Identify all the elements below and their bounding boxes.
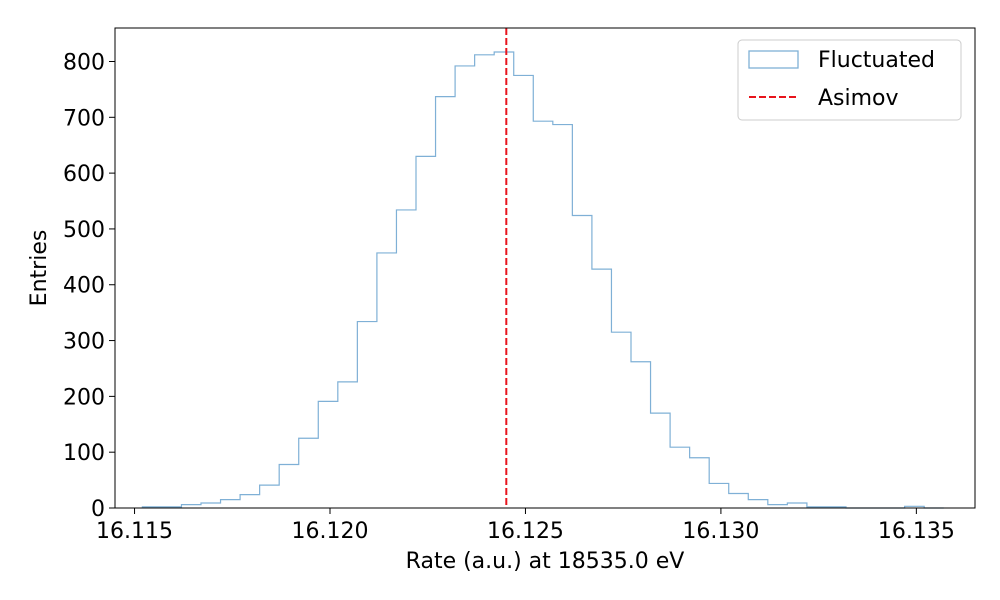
histogram-bin xyxy=(357,322,377,508)
histogram-bin xyxy=(260,485,280,508)
histogram-bin xyxy=(631,362,651,508)
histogram-bin xyxy=(475,55,495,508)
histogram-bin xyxy=(572,216,592,508)
histogram-bin xyxy=(611,332,631,508)
histogram-bin xyxy=(455,66,475,508)
y-tick-label: 300 xyxy=(63,330,105,355)
histogram-bin xyxy=(533,121,553,508)
histogram-bin xyxy=(436,97,456,508)
histogram-bin xyxy=(221,500,241,508)
legend: Fluctuated Asimov xyxy=(737,39,962,121)
x-tick-label: 16.125 xyxy=(487,519,564,544)
x-tick-label: 16.120 xyxy=(292,519,369,544)
x-tick-label: 16.135 xyxy=(878,519,955,544)
histogram-bin xyxy=(651,413,671,508)
histogram-bin xyxy=(201,503,221,508)
y-tick-label: 700 xyxy=(63,106,105,131)
histogram-bin xyxy=(553,125,573,508)
y-tick-label: 0 xyxy=(91,497,105,522)
y-tick-label: 400 xyxy=(63,274,105,299)
histogram-bin xyxy=(377,253,397,508)
histogram-bin xyxy=(709,483,729,508)
plot-frame xyxy=(114,27,976,509)
histogram-bin xyxy=(592,269,612,508)
histogram-series xyxy=(141,51,944,509)
histogram-bin xyxy=(299,438,319,508)
histogram-bin xyxy=(279,464,299,508)
y-tick-label: 100 xyxy=(63,441,105,466)
histogram-bin xyxy=(494,52,514,508)
legend-label-asimov: Asimov xyxy=(818,86,899,111)
histogram-bin xyxy=(787,503,807,508)
y-tick-label: 200 xyxy=(63,385,105,410)
x-tick-label: 16.130 xyxy=(682,519,759,544)
histogram-bin xyxy=(729,493,749,508)
histogram-bin xyxy=(181,505,201,508)
histogram-bin xyxy=(240,495,260,508)
x-tick-label: 16.115 xyxy=(96,519,173,544)
histogram-bin xyxy=(748,500,768,508)
y-tick-label: 800 xyxy=(63,50,105,75)
legend-label-fluctuated: Fluctuated xyxy=(818,48,935,73)
y-tick-label: 600 xyxy=(63,162,105,187)
histogram-bin xyxy=(670,447,690,508)
histogram-bin xyxy=(690,458,710,508)
x-axis-ticks: 16.115 16.120 16.125 16.130 16.135 xyxy=(96,508,955,544)
histogram-outline xyxy=(141,51,944,509)
y-axis-ticks: 0 100 200 300 400 500 600 700 800 xyxy=(63,50,115,522)
x-axis-label: Rate (a.u.) at 18535.0 eV xyxy=(406,549,685,574)
histogram-bin xyxy=(396,210,416,508)
legend-frame xyxy=(737,39,962,121)
histogram-bin xyxy=(514,75,534,508)
histogram-bin xyxy=(338,382,358,508)
histogram-bin xyxy=(318,401,338,508)
histogram-bin xyxy=(416,156,436,508)
legend-swatch-fluctuated xyxy=(748,50,799,69)
y-tick-label: 500 xyxy=(63,218,105,243)
histogram-bin xyxy=(768,505,788,508)
y-axis-label: Entries xyxy=(27,230,52,307)
